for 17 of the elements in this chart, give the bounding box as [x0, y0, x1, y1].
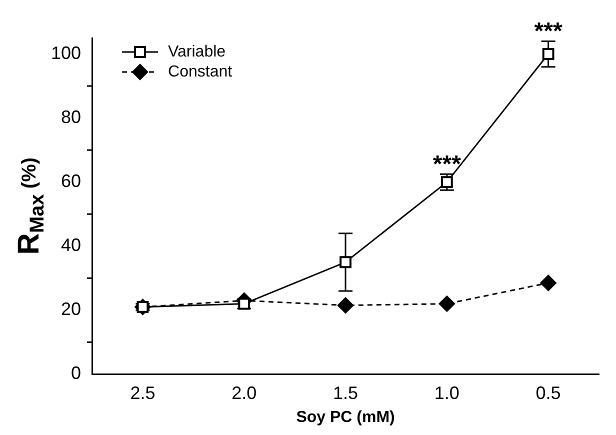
x-tick-label: 2.5	[130, 382, 156, 403]
annotation: ***	[432, 151, 462, 178]
y-tick-label: 100	[50, 42, 82, 63]
legend-label: Constant	[168, 63, 233, 80]
y-tick-label: 20	[61, 299, 82, 320]
x-tick-label: 2.0	[232, 382, 257, 403]
y-tick-label: 0	[71, 363, 82, 384]
x-tick-label: 0.5	[536, 382, 561, 403]
y-tick-label: 80	[61, 107, 82, 128]
x-tick-label: 1.0	[434, 382, 460, 403]
legend-label: Variable	[168, 43, 226, 60]
y-tick-label: 60	[61, 171, 82, 192]
annotation: ***	[534, 18, 563, 46]
x-axis-title: Soy PC (mM)	[296, 408, 395, 426]
x-tick-label: 1.5	[333, 382, 358, 403]
y-tick-label: 40	[61, 235, 82, 256]
y-axis-title: RMax (%)	[12, 157, 49, 255]
